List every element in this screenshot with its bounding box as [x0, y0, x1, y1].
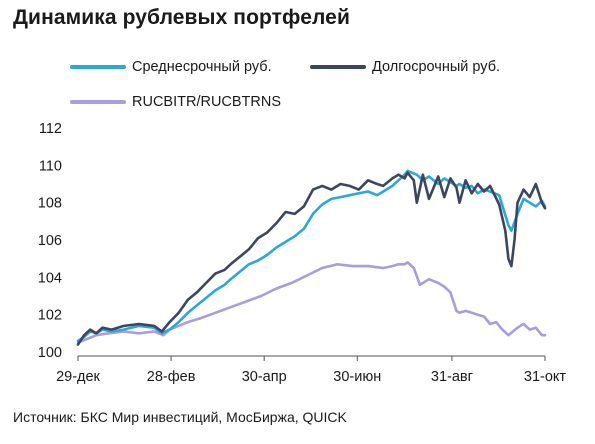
y-tick-label: 100 [38, 345, 62, 361]
source-note: Источник: БКС Мир инвестиций, МосБиржа, … [13, 409, 347, 425]
y-tick-label: 108 [38, 196, 62, 212]
y-tick-label: 104 [38, 270, 62, 286]
y-tick-label: 102 [38, 308, 62, 324]
legend-swatch-index [70, 100, 126, 104]
y-tick-label: 110 [39, 158, 62, 174]
legend-label-long-term: Долгосрочный руб. [372, 59, 501, 75]
series-line-1 [76, 171, 547, 346]
y-tick-label: 106 [38, 233, 62, 249]
x-tick-label: 30-июн [333, 369, 381, 385]
legend-item-index: RUCBITR/RUCBTRNS [70, 94, 281, 110]
series-line-2 [76, 261, 547, 344]
x-tick-label: 31-окт [524, 369, 567, 385]
legend-item-long-term: Долгосрочный руб. [310, 59, 500, 75]
y-tick-label: 112 [39, 121, 62, 137]
x-tick-label: 29-дек [56, 369, 100, 385]
legend-swatch-mid-term [70, 65, 126, 69]
legend-label-index: RUCBITR/RUCBTRNS [132, 94, 282, 110]
legend-label-mid-term: Среднесрочный руб. [132, 59, 272, 75]
legend-swatch-long-term [310, 65, 366, 69]
x-tick-label: 31-авг [431, 369, 473, 385]
legend-item-mid-term: Среднесрочный руб. [70, 59, 272, 75]
x-tick-label: 28-фев [147, 369, 196, 385]
chart-title: Динамика рублевых портфелей [13, 6, 350, 29]
x-tick-label: 30-апр [242, 369, 287, 385]
series-line-0 [76, 169, 547, 343]
